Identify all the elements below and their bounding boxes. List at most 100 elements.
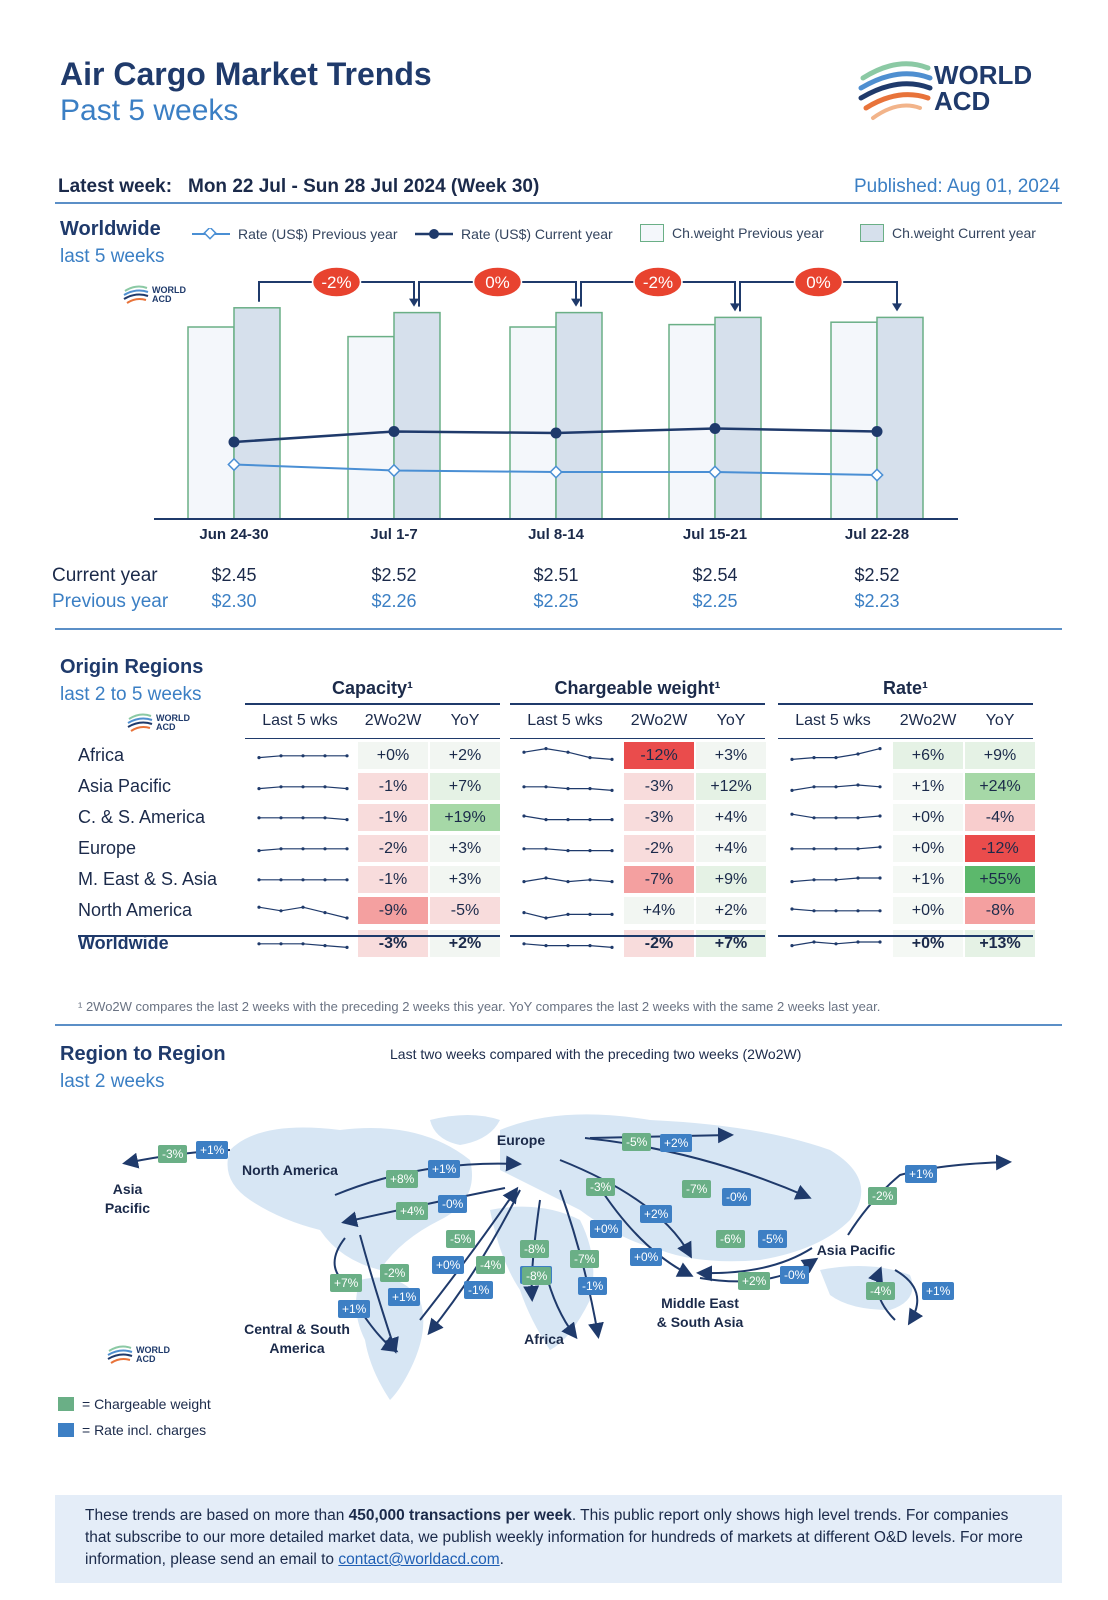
sparkline (790, 940, 882, 948)
r2r-title: Region to Region (60, 1043, 226, 1065)
badge-chargeable-weight: -7% (682, 1180, 712, 1198)
badge-chargeable-weight: -2% (380, 1264, 410, 1282)
sparkline (257, 905, 349, 920)
table-cell: -2% (624, 835, 694, 862)
legend-rate-label: = Rate incl. charges (82, 1422, 207, 1438)
divider (510, 738, 765, 739)
legend-rate-prev-label: Rate (US$) Previous year (238, 226, 398, 242)
badge-rate: -5% (758, 1230, 788, 1248)
x-tick-label: Jul 22-28 (845, 526, 909, 543)
badge-rate: -0% (438, 1195, 468, 1213)
bar-cw-cur (393, 311, 441, 520)
svg-text:ACD: ACD (156, 722, 176, 732)
origin-title: Origin Regions (60, 656, 204, 678)
table-cell: +3% (430, 866, 500, 893)
table-cell: +24% (965, 773, 1035, 800)
small-logo-icon: WORLD ACD (123, 285, 186, 304)
table-cell: +2% (430, 742, 500, 769)
sparkline (522, 814, 614, 822)
table-subheader: Last 5 wks (795, 712, 871, 729)
map-label-asia-pacific-east: Asia Pacific (816, 1242, 896, 1258)
map-label-asia-pacific-west: Asia Pacific (104, 1181, 151, 1216)
table-subheader: Last 5 wks (262, 712, 338, 729)
change-badge (633, 266, 683, 298)
point-rate-cur (550, 427, 562, 439)
table-cell: +6% (893, 742, 963, 769)
x-tick-label: Jul 15-21 (683, 526, 747, 543)
table-cell: +55% (965, 866, 1035, 893)
table-subheader: 2Wo2W (630, 712, 688, 729)
point-rate-cur (871, 426, 883, 437)
legend-rate-prev: Rate (US$) Previous year (192, 226, 398, 242)
table-cell: -2% (624, 930, 694, 957)
sparkline (790, 783, 882, 792)
rate-prev-value: $2.26 (371, 591, 417, 611)
bar-cw-cur (555, 311, 603, 520)
svg-text:ACD: ACD (152, 294, 172, 304)
badge-chargeable-weight: +8% (386, 1170, 419, 1188)
point-rate-prev (708, 465, 722, 479)
sparkline (790, 747, 882, 761)
logo-text-world: WORLD (934, 60, 1033, 90)
bar-cw-cur (233, 307, 281, 520)
badge-chargeable-weight: -8% (520, 1240, 550, 1258)
table-cell: +19% (430, 804, 500, 831)
footer-box: These trends are based on more than 450,… (55, 1495, 1062, 1583)
bar-cw-cur (714, 316, 762, 520)
table-subheader: 2Wo2W (364, 712, 422, 729)
table-cell: -1% (358, 773, 428, 800)
region-label: Europe (78, 838, 137, 858)
footer-text: These trends are based on more than 450,… (85, 1507, 1023, 1568)
small-logo-icon: WORLD ACD (127, 713, 190, 732)
logo-swoosh-icon (858, 61, 933, 120)
table-subheader: YoY (716, 712, 746, 729)
sparkline (522, 876, 614, 884)
table-cell: -9% (358, 897, 428, 924)
badge-rate: -0% (722, 1188, 752, 1206)
badge-chargeable-weight: -2% (868, 1187, 898, 1205)
table-cell: +0% (893, 835, 963, 862)
footnote: ¹ 2Wo2W compares the last 2 weeks with t… (78, 999, 881, 1014)
badge-rate: +1% (338, 1300, 371, 1318)
table-cell: +4% (696, 804, 766, 831)
rate-prev-value: $2.25 (533, 591, 579, 611)
region-label: M. East & S. Asia (78, 869, 218, 889)
table-cell: +0% (358, 742, 428, 769)
legend-rate-cur: Rate (US$) Current year (415, 226, 613, 242)
badge-chargeable-weight: -5% (622, 1133, 652, 1151)
change-arrow (409, 298, 419, 307)
sparkline (522, 785, 614, 792)
rate-cur-value: $2.51 (533, 565, 579, 585)
small-logo-icon: WORLD ACD (107, 1345, 170, 1364)
current-year-label: Current year (52, 565, 158, 586)
badge-rate: +2% (640, 1205, 673, 1223)
rate-prev-value: $2.23 (854, 591, 900, 611)
legend-cw-label: = Chargeable weight (82, 1396, 211, 1412)
legend-cw-cur: Ch.weight Current year (860, 224, 1036, 242)
bar-cw-prev (187, 326, 235, 520)
table-cell: -5% (430, 897, 500, 924)
map-label-csa: Central & South America (244, 1321, 350, 1356)
change-badge-label: -2% (321, 273, 351, 292)
latest-week-label: Latest week: (58, 176, 173, 197)
table-cell: -3% (624, 804, 694, 831)
badge-chargeable-weight: -8% (522, 1267, 552, 1285)
rate-cur-value: $2.52 (854, 565, 900, 585)
table-cell: +3% (696, 742, 766, 769)
table-cell: +0% (893, 930, 963, 957)
map-label-europe: Europe (496, 1132, 546, 1148)
region-label: Asia Pacific (78, 776, 172, 796)
divider (245, 738, 500, 739)
badge-chargeable-weight: +2% (738, 1272, 771, 1290)
divider (510, 935, 765, 937)
table-cell: +2% (696, 897, 766, 924)
badge-rate: +0% (590, 1220, 623, 1238)
svg-text:WORLD: WORLD (136, 1345, 170, 1355)
sparkline (522, 847, 614, 853)
contact-email-link[interactable]: contact@worldacd.com (338, 1551, 500, 1568)
table-cell: +4% (696, 835, 766, 862)
change-badge (472, 266, 523, 298)
badge-chargeable-weight: -4% (476, 1256, 506, 1274)
table-cell: -8% (965, 897, 1035, 924)
badge-chargeable-weight: -3% (586, 1178, 616, 1196)
